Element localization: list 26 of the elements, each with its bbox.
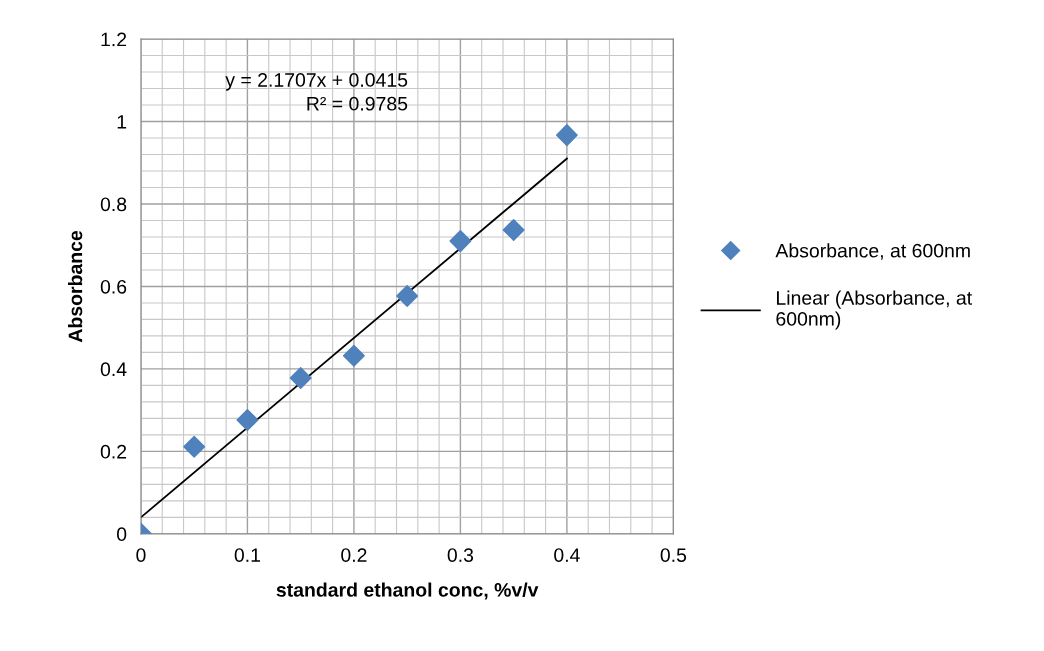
annotation: y = 2.1707x + 0.0415 R² = 0.9785 (225, 73, 408, 111)
y-tick-label: 1.2 (101, 32, 127, 47)
y-tick-label: 0.8 (100, 197, 127, 212)
point (342, 344, 365, 367)
y-tick-label: 0.2 (100, 444, 127, 459)
y-tick-label: 0 (117, 527, 127, 542)
x-tick-label: 0.5 (660, 548, 687, 562)
point (236, 409, 259, 432)
x-tick-label: 0.4 (554, 548, 580, 562)
y-axis-title: Absorbance (68, 230, 83, 343)
point (396, 284, 419, 307)
y-tick-label: 0.4 (100, 362, 127, 377)
x-tick-label: 0.2 (341, 548, 367, 562)
point (449, 230, 472, 253)
x-axis-title: standard ethanol conc, %v/v (276, 582, 539, 600)
point (289, 366, 312, 389)
point (555, 124, 578, 147)
x-tick-label: 0 (136, 548, 146, 562)
legend-label: Absorbance, at 600nm (775, 243, 970, 260)
y-tick-label: 1 (117, 115, 127, 129)
legend-label: Linear (Absorbance, at 600nm) (776, 290, 972, 330)
x-tick-label: 0.1 (234, 548, 260, 562)
y-tick-label: 0.6 (100, 279, 127, 294)
point (183, 435, 206, 458)
point (502, 218, 525, 241)
x-tick-label: 0.3 (447, 548, 474, 562)
